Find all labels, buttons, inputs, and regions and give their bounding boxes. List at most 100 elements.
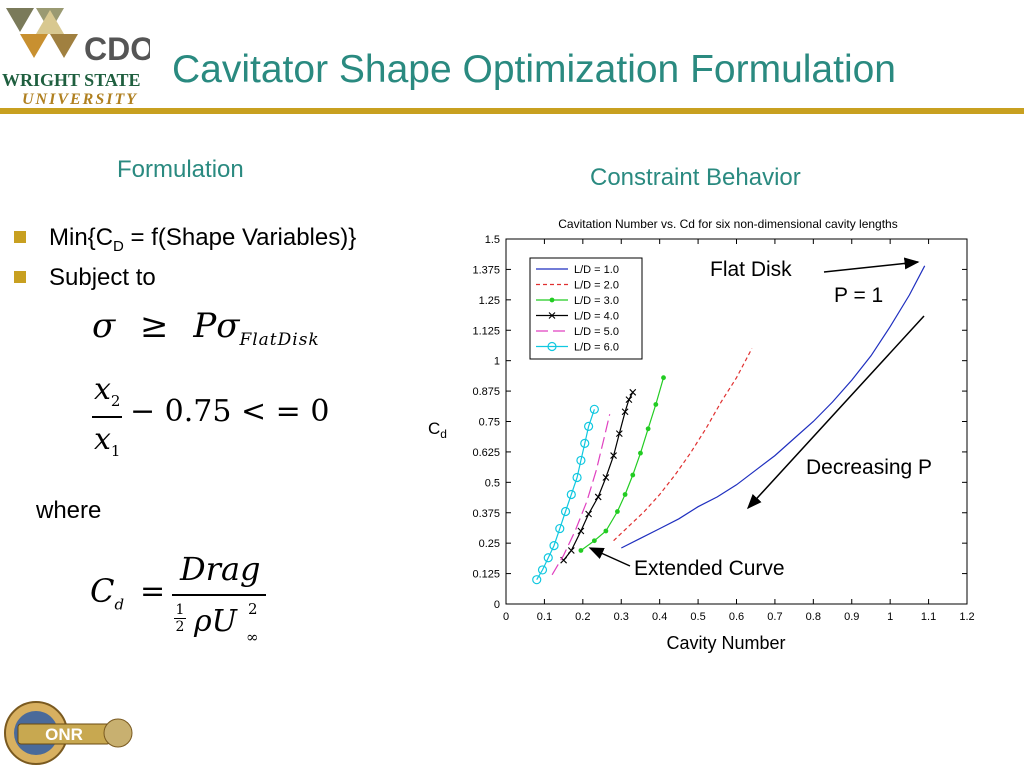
title-divider	[0, 108, 1024, 114]
chart-legend: L/D = 1.0 L/D = 2.0 L/D = 3.0 L/D = 4.0 L/D …	[529, 257, 643, 360]
y-tick-label: 1	[494, 356, 500, 368]
series-line	[580, 377, 665, 551]
data-point	[630, 472, 636, 478]
legend-label: L/D = 4.0	[574, 311, 619, 323]
bullet-subject-to: Subject to	[49, 264, 156, 291]
y-tick-label: 0.25	[479, 538, 500, 550]
x-tick-label: 0.4	[652, 611, 667, 623]
logo-cdoc-text: CDOC	[84, 31, 150, 67]
data-point	[603, 528, 609, 534]
legend-label: L/D = 2.0	[574, 280, 619, 292]
y-axis-label: Cd	[428, 419, 447, 441]
x-tick-label: 1.1	[921, 611, 936, 623]
data-point	[537, 565, 548, 575]
onr-logo-text: ONR	[45, 725, 83, 744]
y-tick-label: 0.375	[472, 508, 500, 520]
x-tick-label: 0.1	[537, 611, 552, 623]
data-point	[610, 452, 617, 459]
y-tick-label: 0.875	[472, 386, 500, 398]
data-point	[560, 506, 571, 517]
data-point	[578, 548, 584, 553]
y-tick-label: 0.75	[479, 417, 500, 429]
data-point	[572, 472, 582, 483]
y-tick-label: 1.125	[472, 325, 500, 337]
series-line	[551, 414, 611, 576]
x-tick-label: 0.2	[575, 611, 590, 623]
data-point	[653, 402, 659, 407]
bullet-objective: Min{CD = f(Shape Variables)}	[49, 224, 357, 255]
data-point	[577, 527, 585, 535]
series-3	[578, 375, 666, 553]
series-line	[613, 348, 753, 542]
bullet-square-icon	[14, 271, 26, 283]
extended-curve-arrow	[588, 547, 631, 567]
x-axis-label: Cavity Number	[666, 633, 785, 653]
y-tick-label: 1.25	[479, 295, 500, 307]
legend-entry: L/D = 6.0	[536, 342, 619, 354]
bullet-square-icon	[14, 231, 26, 243]
onr-logo: ONR	[0, 700, 140, 766]
data-point	[567, 547, 575, 554]
legend-label: L/D = 1.0	[574, 264, 619, 276]
series-4	[560, 388, 637, 564]
data-point	[661, 375, 666, 381]
data-point	[583, 421, 594, 431]
legend-label: L/D = 3.0	[574, 295, 619, 307]
data-point	[547, 341, 557, 352]
x-tick-label: 1.2	[959, 611, 974, 623]
data-point	[615, 509, 620, 514]
x-tick-label: 0.9	[844, 611, 859, 623]
constraint-behavior-heading: Constraint Behavior	[590, 164, 801, 191]
extended-curve-annotation: Extended Curve	[634, 557, 785, 580]
series-5	[551, 414, 611, 576]
series-layer	[532, 265, 926, 585]
legend-entry: L/D = 5.0	[536, 326, 619, 338]
data-point	[621, 408, 629, 416]
p-equals-annotation: P = 1	[834, 284, 883, 307]
flat-disk-arrow	[823, 257, 920, 273]
legend-label: L/D = 6.0	[574, 342, 619, 354]
axis-ticks: 0 0.1 0.2 0.3 0.4 0.5 0.6 0.7 0.8 0.9 1 1.1 1.2 0 0.12…	[472, 234, 974, 623]
slide-title: Cavitator Shape Optimization Formulation	[172, 48, 896, 91]
data-point	[555, 523, 565, 534]
logo-wright-state-text: WRIGHT STATE	[2, 70, 141, 90]
data-point	[549, 297, 555, 303]
y-tick-label: 0.5	[485, 477, 500, 489]
x-tick-label: 1	[887, 611, 893, 623]
x-tick-label: 0.3	[614, 611, 629, 623]
where-label: where	[36, 497, 102, 524]
data-point	[602, 474, 610, 481]
data-point	[576, 455, 586, 466]
formulation-heading: Formulation	[117, 156, 244, 183]
x-tick-label: 0.5	[690, 611, 705, 623]
x-tick-label: 0	[503, 611, 509, 623]
wright-state-cdoc-logo: CDOC WRIGHT STATE UNIVERSITY	[0, 4, 178, 108]
series-line	[536, 409, 595, 581]
data-point	[543, 553, 553, 563]
data-point	[532, 575, 542, 585]
y-tick-label: 1.375	[472, 264, 500, 276]
data-point	[622, 492, 628, 497]
cd-vs-cavitation-chart: Cavitation Number vs. Cd for six non-dim…	[428, 217, 975, 653]
data-point	[629, 388, 637, 396]
data-point	[566, 489, 576, 500]
series-line	[621, 265, 926, 549]
y-tick-label: 1.5	[485, 234, 500, 246]
constraint-cavitation-equation: σ ≥ PσFlatDisk	[92, 306, 320, 350]
series-6	[532, 404, 599, 585]
logo-university-text: UNIVERSITY	[22, 91, 138, 106]
data-point	[589, 404, 599, 414]
data-point	[625, 396, 633, 403]
decreasing-p-arrow	[746, 315, 925, 510]
legend-entry: L/D = 4.0	[536, 311, 619, 323]
y-tick-label: 0.125	[472, 569, 500, 581]
constraint-geometry-equation: x2 x1 − 0.75 < = 0	[92, 372, 330, 460]
legend-box	[529, 257, 643, 360]
data-point	[580, 438, 590, 448]
y-tick-label: 0.625	[472, 447, 500, 459]
data-point	[548, 312, 556, 319]
x-tick-label: 0.8	[806, 611, 821, 623]
flat-disk-annotation: Flat Disk	[710, 258, 792, 281]
data-point	[585, 510, 592, 518]
legend-label: L/D = 5.0	[574, 326, 619, 338]
